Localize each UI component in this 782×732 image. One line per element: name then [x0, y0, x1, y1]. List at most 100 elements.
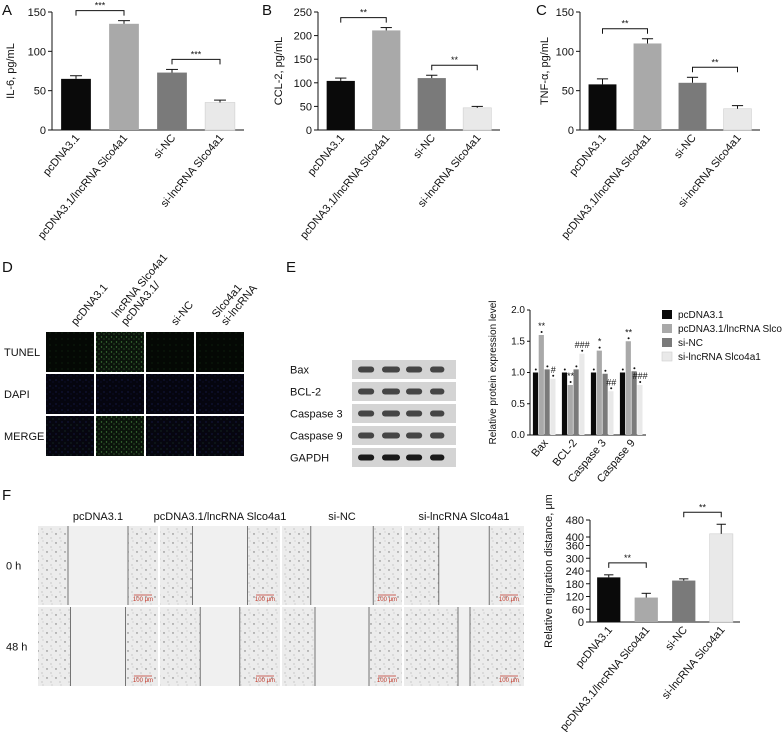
blot-band [430, 432, 445, 439]
bar [633, 43, 662, 130]
significance-label: ** [538, 321, 546, 331]
y-tick-label: 100 [294, 78, 312, 90]
y-tick-label: 50 [562, 86, 574, 98]
blot-band [358, 366, 375, 373]
panel-letter-f: F [2, 487, 11, 504]
panel-letter-c: C [536, 2, 547, 19]
error-dot [546, 365, 549, 368]
error-dot [610, 387, 613, 390]
bar [372, 30, 401, 130]
panel-letter-b: B [262, 2, 272, 19]
legend-swatch [662, 324, 672, 333]
y-tick-label: 0.0 [511, 430, 525, 441]
bar [538, 335, 544, 435]
y-tick-label: 250 [294, 7, 312, 19]
y-tick-label: 60 [572, 604, 584, 616]
blot-band [430, 388, 445, 395]
y-tick-label: 0 [578, 617, 584, 629]
chart-a-il6: 0 50 100 150 IL-6, pg/mL pcDNA3.1pcDNA3.1/lnc… [5, 1, 244, 242]
y-tick-label: 200 [294, 31, 312, 43]
scale-bar-label: 100 μm [499, 678, 519, 684]
fluorescence-tile [146, 332, 194, 372]
significance-bracket [431, 64, 478, 71]
error-dot [581, 349, 584, 352]
scratch-gap [438, 526, 490, 605]
error-dot [639, 381, 642, 383]
significance-bracket [692, 66, 738, 73]
panel-d-column-label: si-lncRNASlco4a1 [210, 275, 260, 328]
blot-band [382, 454, 400, 461]
fluorescence-tile [196, 374, 244, 414]
panel-d-row-label: MERGE [4, 431, 44, 443]
fluorescence-tile [46, 374, 94, 414]
significance-label: ### [575, 340, 590, 350]
scale-bar-label: 100 μm [133, 678, 153, 684]
bar [532, 372, 539, 435]
bar [631, 371, 637, 435]
error-dot [598, 346, 601, 349]
bar [597, 577, 621, 622]
bar [61, 78, 91, 130]
scratch-gap [70, 607, 126, 686]
y-tick-label: 50 [300, 101, 312, 113]
blot-band [406, 410, 423, 417]
bar [625, 341, 631, 435]
bar [637, 385, 643, 435]
fluorescence-tile [196, 416, 244, 456]
bar [590, 372, 597, 435]
fluorescence-tile [146, 374, 194, 414]
bar [567, 385, 573, 435]
panel-f-row-label: 48 h [6, 642, 27, 654]
significance-label: ** [624, 553, 632, 563]
panel-d-row-label: TUNEL [4, 347, 40, 359]
significance-label: ** [567, 371, 575, 381]
blot-strip [352, 426, 456, 445]
bar [561, 372, 568, 435]
panel-d-row-label: DAPI [4, 389, 30, 401]
y-tick-label: 0 [306, 125, 312, 137]
y-tick-label: 480 [566, 515, 584, 527]
legend-label: pcDNA3.1 [678, 310, 724, 321]
bar [544, 369, 550, 435]
blot-band [430, 410, 445, 417]
panel-f-column-label: pcDNA3.1 [73, 511, 123, 523]
significance-label: ### [633, 371, 648, 381]
legend-swatch [662, 338, 672, 347]
error-dot [621, 368, 624, 371]
scratch-gap [310, 526, 374, 605]
y-tick-label: 0 [40, 125, 46, 137]
significance-label: *** [95, 1, 106, 11]
bar [579, 353, 585, 435]
blot-band [382, 388, 400, 395]
bar [157, 72, 187, 130]
error-dot [552, 374, 555, 377]
category-label: si-NC [663, 624, 690, 653]
blot-row-label: BCL-2 [290, 387, 321, 399]
bar [550, 378, 556, 435]
panel-letter-d: D [2, 259, 13, 276]
scale-bar-label: 100 μm [377, 597, 397, 603]
category-label: pcDNA3.1 [574, 624, 615, 670]
blot-band [406, 366, 423, 373]
blot-band [430, 366, 445, 373]
y-tick-label: 100 [556, 46, 574, 58]
error-dot [633, 367, 636, 370]
scale-bar-label: 100 μm [133, 597, 153, 603]
error-dot [604, 369, 607, 372]
scratch-gap [458, 607, 470, 686]
bar [573, 369, 579, 435]
significance-label: # [551, 365, 556, 375]
category-label: pcDNA3.1 [306, 132, 347, 178]
bar [462, 107, 492, 131]
y-tick-label: 0.5 [511, 399, 525, 410]
significance-label: ** [699, 502, 707, 512]
legend-label: pcDNA3.1/lncRNA Slco4a1 [678, 324, 782, 335]
category-label: pcDNA3.1 [567, 132, 608, 178]
error-dot [569, 381, 572, 383]
significance-label: * [598, 337, 602, 347]
bar [723, 108, 752, 131]
panel-d-row-labels: TUNEL DAPI MERGE [4, 347, 44, 443]
scale-bar-label: 100 μm [377, 678, 397, 684]
significance-bracket [340, 17, 387, 23]
